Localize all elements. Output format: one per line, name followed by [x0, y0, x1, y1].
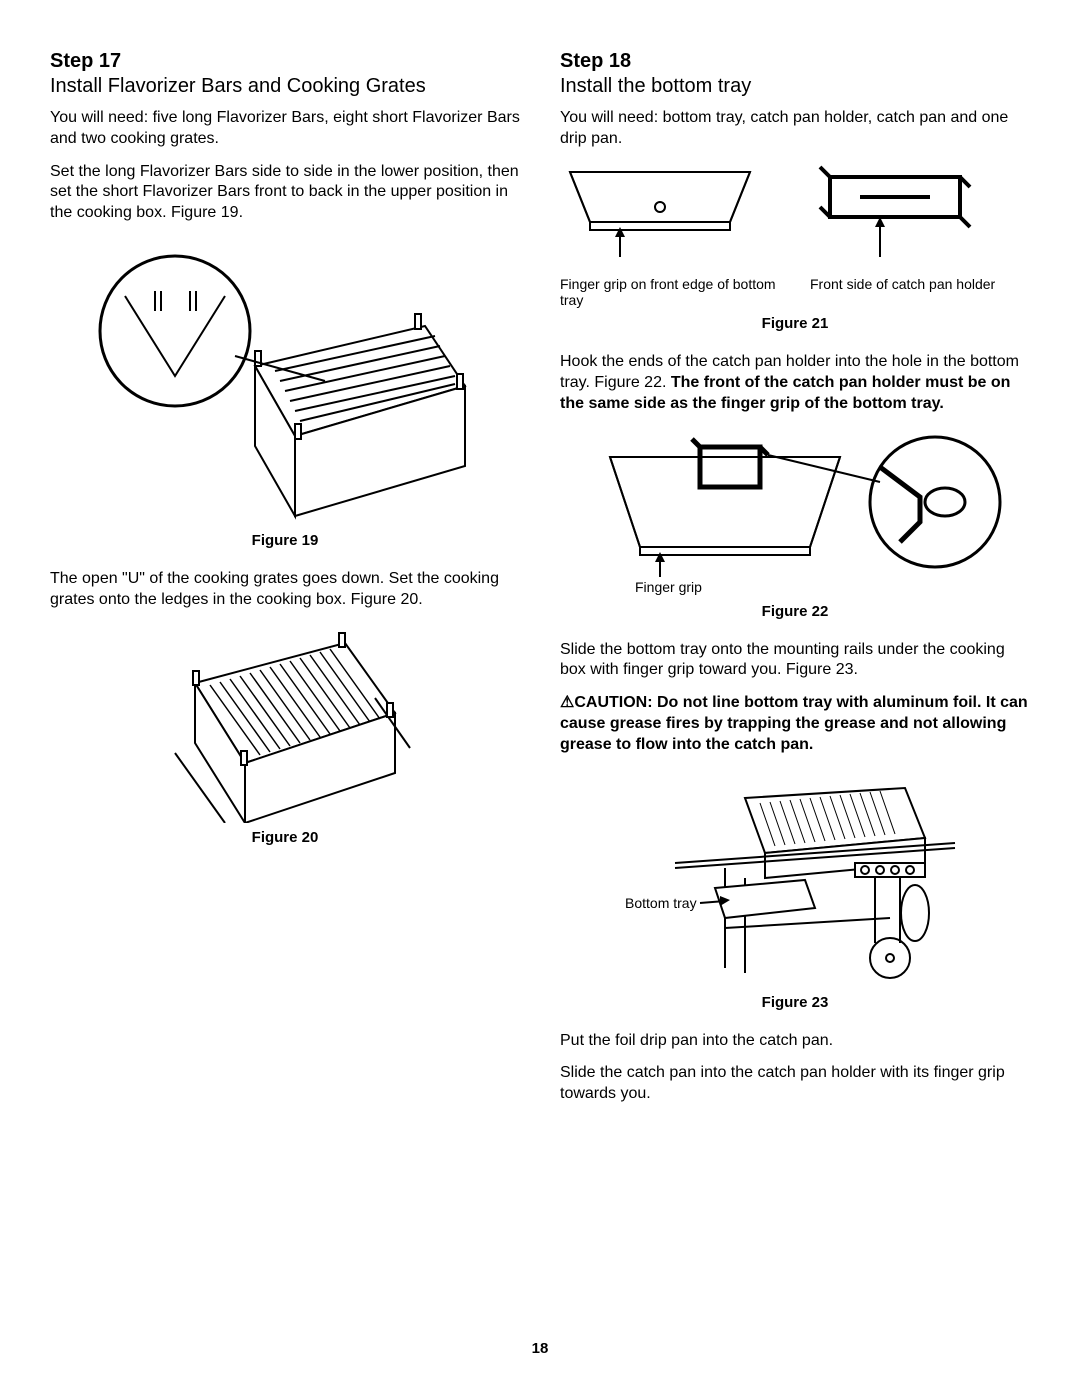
page-number: 18 [0, 1340, 1080, 1357]
figure-20-diagram [155, 623, 415, 823]
figure-21a-caption: Finger grip on front edge of bottom tray [560, 276, 780, 310]
figure-21b-diagram [810, 162, 990, 272]
figure-20-caption: Figure 20 [50, 829, 520, 846]
step-18-p1: You will need: bottom tray, catch pan ho… [560, 108, 1030, 150]
figure-21a-diagram [560, 162, 760, 272]
step-18-label: Step 18 [560, 50, 1030, 73]
figure-22-diagram: Finger grip [580, 427, 1010, 597]
step-18-p3: Slide the bottom tray onto the mounting … [560, 640, 1030, 682]
figure-23-caption: Figure 23 [560, 994, 1030, 1011]
step-18-title: Install the bottom tray [560, 75, 1030, 98]
figure-21-caption: Figure 21 [560, 315, 1030, 332]
step-18-caution: ⚠CAUTION: Do not line bottom tray with a… [560, 693, 1030, 755]
figure-21b-caption: Front side of catch pan holder [810, 276, 1030, 293]
figure-22-label: Finger grip [635, 579, 702, 595]
step-17-label: Step 17 [50, 50, 520, 73]
step-18-p2: Hook the ends of the catch pan holder in… [560, 352, 1030, 414]
figure-23-label: Bottom tray [625, 895, 697, 911]
figure-19-diagram [95, 236, 475, 526]
step-17-p3: The open "U" of the cooking grates goes … [50, 569, 520, 611]
figure-19-caption: Figure 19 [50, 532, 520, 549]
step-17-p1: You will need: five long Flavorizer Bars… [50, 108, 520, 150]
step-17-title: Install Flavorizer Bars and Cooking Grat… [50, 75, 520, 98]
figure-21-row: Finger grip on front edge of bottom tray… [560, 162, 1030, 310]
step-18-p4: Put the foil drip pan into the catch pan… [560, 1031, 1030, 1052]
figure-23-diagram: Bottom tray [615, 768, 975, 988]
figure-22-caption: Figure 22 [560, 603, 1030, 620]
step-17-p2: Set the long Flavorizer Bars side to sid… [50, 162, 520, 224]
step-18-p5: Slide the catch pan into the catch pan h… [560, 1063, 1030, 1105]
